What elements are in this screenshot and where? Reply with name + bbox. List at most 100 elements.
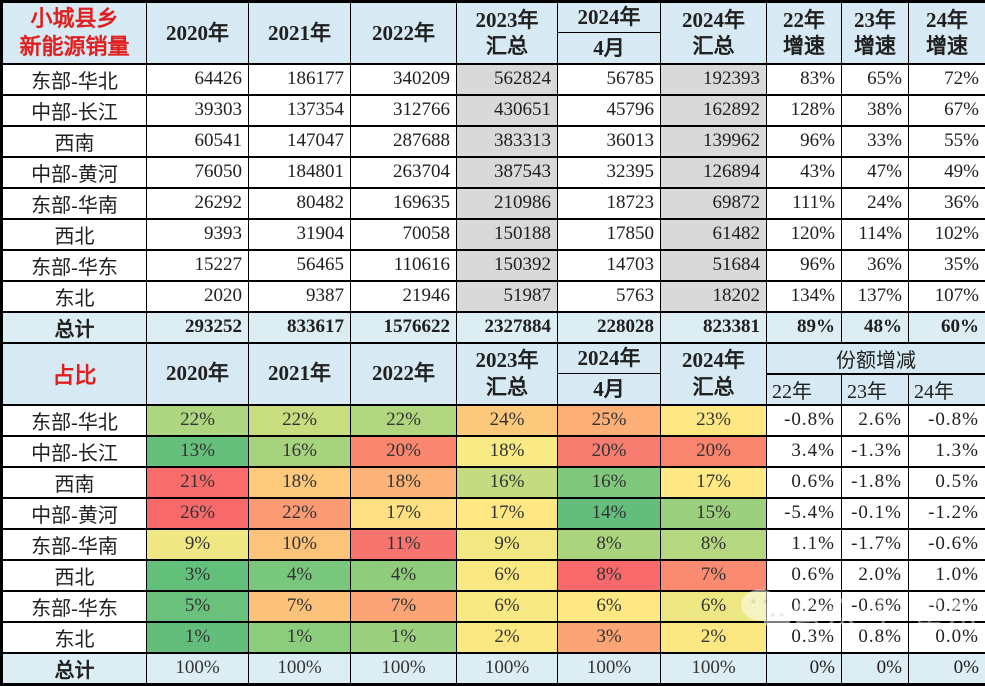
share-change-value: 2.6% bbox=[842, 405, 909, 436]
region-label: 东北 bbox=[2, 281, 147, 312]
col-header-2024-april: 2024年 4月 bbox=[558, 2, 661, 64]
growth-value: 72% bbox=[909, 64, 985, 95]
share-change-value: 2.0% bbox=[842, 560, 909, 591]
share-value: 23% bbox=[661, 405, 767, 436]
table-row: 西南 21% 18% 18% 16% 16% 17% 0.6% -1.8% 0.… bbox=[2, 467, 985, 498]
sales-value: 150392 bbox=[457, 250, 558, 281]
growth-value: 35% bbox=[909, 250, 985, 281]
share-value: 22% bbox=[249, 405, 351, 436]
sales-value: 18202 bbox=[661, 281, 767, 312]
share-value: 25% bbox=[558, 405, 661, 436]
growth-value: 36% bbox=[842, 250, 909, 281]
sales-value: 137354 bbox=[249, 95, 351, 126]
share-value: 18% bbox=[351, 467, 457, 498]
share-total-value: 100% bbox=[457, 653, 558, 685]
growth-value: 36% bbox=[909, 188, 985, 219]
header-line: 增速 bbox=[767, 33, 841, 59]
region-label: 西北 bbox=[2, 219, 147, 250]
sales-value: 26292 bbox=[147, 188, 249, 219]
sales-value: 210986 bbox=[457, 188, 558, 219]
share-value: 24% bbox=[457, 405, 558, 436]
table-row: 东北 2020 9387 21946 51987 5763 18202 134%… bbox=[2, 281, 985, 312]
share-change-value: 0.6% bbox=[767, 467, 842, 498]
share-change-value: -5.4% bbox=[767, 498, 842, 529]
growth-value: 128% bbox=[767, 95, 842, 126]
sales-value: 60541 bbox=[147, 126, 249, 157]
region-label: 东部-华北 bbox=[2, 405, 147, 436]
share-change-value: 1.1% bbox=[767, 529, 842, 560]
col-header-2022: 2022年 bbox=[351, 2, 457, 64]
share-value: 13% bbox=[147, 436, 249, 467]
table-row: 西北 9393 31904 70058 150188 17850 61482 1… bbox=[2, 219, 985, 250]
share-value: 17% bbox=[457, 498, 558, 529]
header-line: 汇总 bbox=[457, 374, 557, 400]
sales-total-value: 228028 bbox=[558, 312, 661, 343]
growth-total-value: 89% bbox=[767, 312, 842, 343]
share-change-total: 0% bbox=[909, 653, 985, 685]
header-line: 增速 bbox=[842, 33, 908, 59]
sales-value: 387543 bbox=[457, 157, 558, 188]
sales-value: 147047 bbox=[249, 126, 351, 157]
share-value: 17% bbox=[351, 498, 457, 529]
sales-value: 162892 bbox=[661, 95, 767, 126]
sales-value: 430651 bbox=[457, 95, 558, 126]
share-value: 15% bbox=[661, 498, 767, 529]
growth-value: 114% bbox=[842, 219, 909, 250]
region-label: 东部-华东 bbox=[2, 250, 147, 281]
sales-value: 9387 bbox=[249, 281, 351, 312]
header-line: 汇总 bbox=[457, 33, 557, 59]
total-label: 总计 bbox=[2, 653, 147, 685]
sales-value: 263704 bbox=[351, 157, 457, 188]
share-value: 16% bbox=[249, 436, 351, 467]
share-value: 3% bbox=[558, 622, 661, 653]
sales-value: 69872 bbox=[661, 188, 767, 219]
sales-value: 312766 bbox=[351, 95, 457, 126]
sales-value: 184801 bbox=[249, 157, 351, 188]
table-row: 西南 60541 147047 287688 383313 36013 1399… bbox=[2, 126, 985, 157]
sales-value: 70058 bbox=[351, 219, 457, 250]
share-change-header: 份额增减 bbox=[767, 343, 985, 374]
header-line: 汇总 bbox=[661, 33, 766, 59]
growth-value: 83% bbox=[767, 64, 842, 95]
table-row: 中部-黄河 76050 184801 263704 387543 32395 1… bbox=[2, 157, 985, 188]
table-row: 西北 3% 4% 4% 6% 8% 7% 0.6% 2.0% 1.0% bbox=[2, 560, 985, 591]
region-label: 中部-长江 bbox=[2, 436, 147, 467]
share-value: 8% bbox=[558, 560, 661, 591]
share-value: 22% bbox=[147, 405, 249, 436]
sales-total-value: 1576622 bbox=[351, 312, 457, 343]
share-change-value: 0.2% bbox=[767, 591, 842, 622]
share-total-value: 100% bbox=[147, 653, 249, 685]
share-change-value: -1.2% bbox=[909, 498, 985, 529]
sales-value: 80482 bbox=[249, 188, 351, 219]
growth-value: 137% bbox=[842, 281, 909, 312]
share-change-value: 0.8% bbox=[842, 622, 909, 653]
sales-value: 126894 bbox=[661, 157, 767, 188]
share-value: 7% bbox=[351, 591, 457, 622]
share-value: 14% bbox=[558, 498, 661, 529]
col-header-growth-23: 23年 增速 bbox=[842, 2, 909, 64]
region-label: 西南 bbox=[2, 126, 147, 157]
header-line: 23年 bbox=[842, 7, 908, 33]
share-total-value: 100% bbox=[661, 653, 767, 685]
sales-value: 169635 bbox=[351, 188, 457, 219]
col-header-growth-22: 22年 增速 bbox=[767, 2, 842, 64]
sales-value: 287688 bbox=[351, 126, 457, 157]
sales-value: 5763 bbox=[558, 281, 661, 312]
share-value: 6% bbox=[457, 560, 558, 591]
sales-value: 32395 bbox=[558, 157, 661, 188]
col-header-2020: 2020年 bbox=[147, 2, 249, 64]
sales-value: 2020 bbox=[147, 281, 249, 312]
growth-value: 134% bbox=[767, 281, 842, 312]
region-label: 东部-华南 bbox=[2, 529, 147, 560]
header-line: 4月 bbox=[558, 373, 660, 404]
sales-value: 31904 bbox=[249, 219, 351, 250]
header-line: 2023年 bbox=[457, 7, 557, 33]
header-line: 2024年 bbox=[661, 347, 766, 373]
subcol-header-24: 24年 bbox=[909, 374, 985, 405]
share-change-value: -1.7% bbox=[842, 529, 909, 560]
subcol-header-23: 23年 bbox=[842, 374, 909, 405]
col-header-2024-total: 2024年 汇总 bbox=[661, 343, 767, 405]
sales-value: 110616 bbox=[351, 250, 457, 281]
title-line: 新能源销量 bbox=[3, 33, 146, 61]
table-row: 东部-华北 64426 186177 340209 562824 56785 1… bbox=[2, 64, 985, 95]
